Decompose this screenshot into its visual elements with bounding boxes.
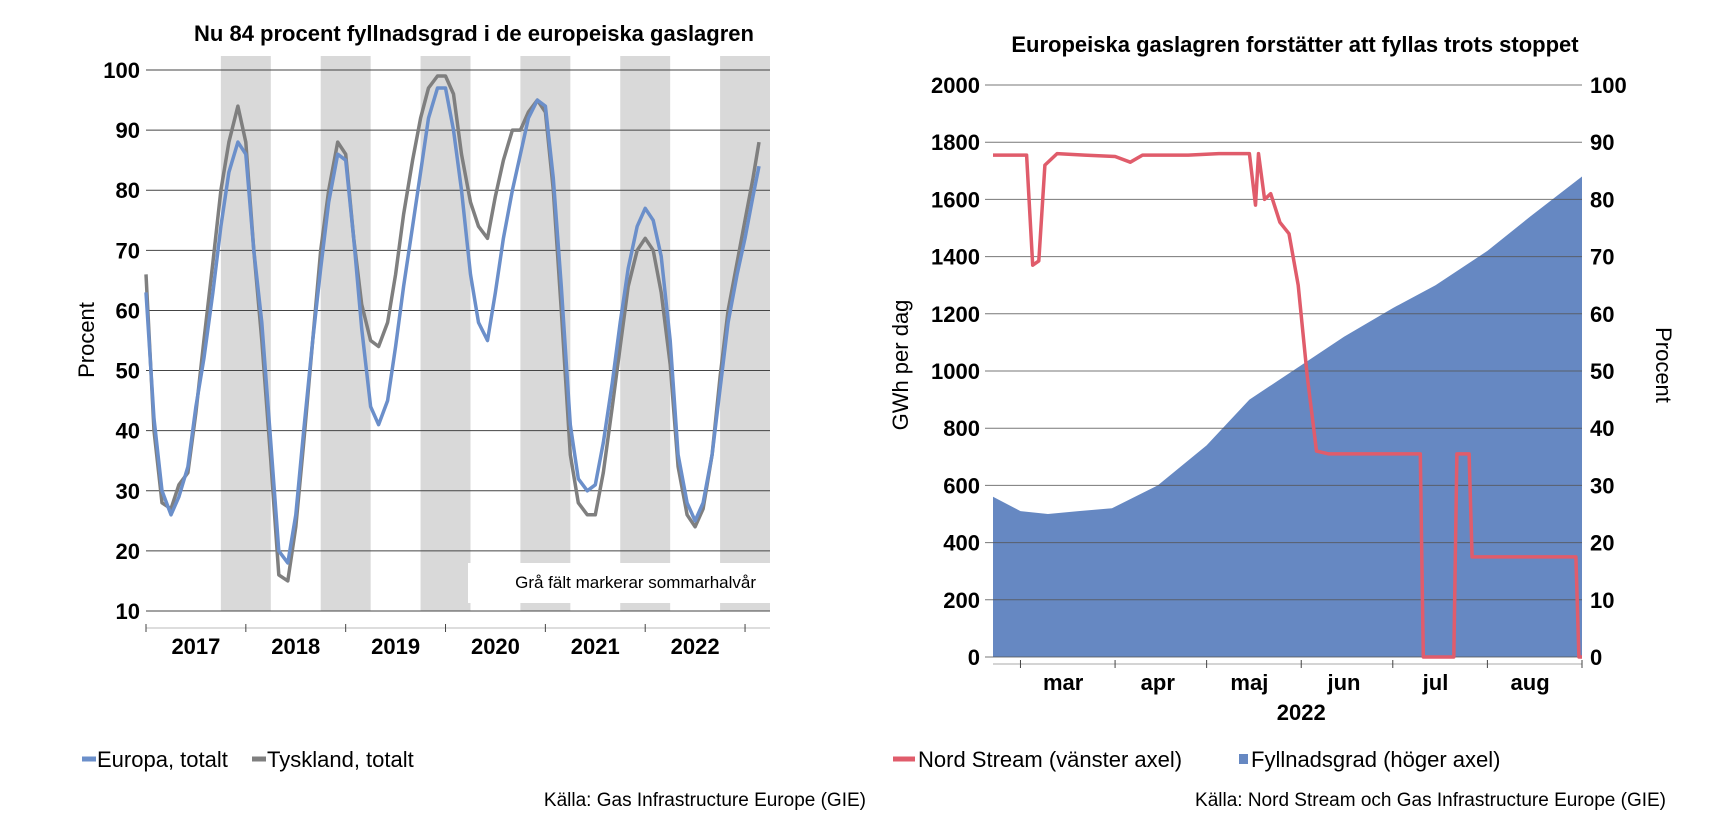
right-fill-area [993, 176, 1582, 657]
right-y-tick-label: 30 [1590, 473, 1614, 498]
right-right-axis-label: Procent [1651, 327, 1676, 403]
left-series-lines [144, 74, 761, 583]
y-tick-label: 30 [116, 479, 140, 504]
right-chart: Europeiska gaslagren forstätter att fyll… [888, 32, 1676, 811]
right-y-tick-label: 10 [1590, 588, 1614, 613]
x-tick-label: jun [1326, 670, 1360, 695]
right-left-axis-label: GWh per dag [888, 300, 913, 431]
left-note-background [468, 563, 770, 603]
right-legend: Nord Stream (vänster axel) Fyllnadsgrad (… [893, 747, 1500, 772]
series-line-europa [144, 86, 761, 565]
summer-shade [620, 56, 671, 611]
right-x-year-label: 2022 [1277, 700, 1326, 725]
right-y-tick-label: 60 [1590, 302, 1614, 327]
x-tick-label: apr [1141, 670, 1176, 695]
left-x-axis [145, 624, 770, 632]
right-x-tick-labels: mar apr maj jun jul aug [1043, 670, 1550, 695]
legend-swatch [1239, 754, 1248, 764]
legend-label: Nord Stream (vänster axel) [918, 747, 1182, 772]
right-y-tick-label: 90 [1590, 130, 1614, 155]
right-y-tick-label: 20 [1590, 531, 1614, 556]
y-tick-label: 60 [116, 298, 140, 323]
y-tick-label: 40 [116, 419, 140, 444]
right-left-y-tick-labels: 0 200 400 600 800 1000 1200 1400 1600 1800 2000 [931, 73, 980, 670]
left-chart-title: Nu 84 procent fyllnadsgrad i de europeis… [194, 21, 754, 46]
left-chart: Nu 84 procent fyllnadsgrad i de europeis… [74, 21, 866, 811]
x-tick-label: aug [1511, 670, 1550, 695]
y-tick-label: 20 [116, 539, 140, 564]
x-tick-label: 2022 [671, 634, 720, 659]
left-shade-note: Grå fält markerar sommarhalvår [515, 573, 756, 592]
left-y-tick-labels: 10 20 30 40 50 60 70 80 90 100 [103, 58, 140, 624]
left-y-tick-label: 1800 [931, 130, 980, 155]
left-source-note: Källa: Gas Infrastructure Europe (GIE) [544, 790, 866, 811]
left-y-tick-label: 1600 [931, 187, 980, 212]
right-y-tick-label: 100 [1590, 73, 1627, 98]
y-tick-label: 50 [116, 359, 140, 384]
left-y-tick-label: 800 [943, 416, 980, 441]
x-tick-label: 2018 [271, 634, 320, 659]
left-y-axis-label: Procent [74, 302, 99, 378]
x-tick-label: 2020 [471, 634, 520, 659]
right-y-tick-label: 40 [1590, 416, 1614, 441]
left-y-tick-label: 600 [943, 473, 980, 498]
fill-area-fyllnadsgrad [993, 176, 1582, 657]
x-tick-label: 2019 [371, 634, 420, 659]
left-y-tick-label: 400 [943, 531, 980, 556]
left-y-tick-label: 0 [968, 645, 980, 670]
right-x-axis [993, 660, 1583, 668]
y-tick-label: 80 [116, 178, 140, 203]
left-y-tick-label: 2000 [931, 73, 980, 98]
x-tick-label: mar [1043, 670, 1084, 695]
right-source-note: Källa: Nord Stream och Gas Infrastructur… [1195, 790, 1666, 811]
y-tick-label: 70 [116, 238, 140, 263]
x-tick-label: maj [1230, 670, 1268, 695]
right-y-tick-label: 70 [1590, 245, 1614, 270]
right-gridlines [985, 84, 1582, 658]
left-y-tick-label: 1400 [931, 245, 980, 270]
right-right-y-tick-labels: 0 10 20 30 40 50 60 70 80 90 100 [1590, 73, 1627, 670]
x-tick-label: 2021 [571, 634, 620, 659]
series-line-nord-stream [993, 151, 1582, 659]
x-tick-label: 2017 [171, 634, 220, 659]
right-chart-title: Europeiska gaslagren forstätter att fyll… [1011, 32, 1579, 57]
summer-shade [420, 56, 471, 611]
left-legend: Europa, totalt Tyskland, totalt [82, 747, 414, 772]
left-gridlines [146, 69, 770, 612]
x-tick-label: jul [1422, 670, 1449, 695]
left-x-tick-labels: 2017 2018 2019 2020 2021 2022 [171, 634, 719, 659]
legend-label: Tyskland, totalt [267, 747, 414, 772]
legend-label: Fyllnadsgrad (höger axel) [1251, 747, 1500, 772]
left-summer-shading [220, 56, 770, 611]
left-y-tick-label: 1000 [931, 359, 980, 384]
right-y-tick-label: 50 [1590, 359, 1614, 384]
y-tick-label: 10 [116, 599, 140, 624]
right-series-lines [993, 151, 1582, 659]
y-tick-label: 100 [103, 58, 140, 83]
left-y-tick-label: 200 [943, 588, 980, 613]
left-y-tick-label: 1200 [931, 302, 980, 327]
y-tick-label: 90 [116, 118, 140, 143]
legend-label: Europa, totalt [97, 747, 228, 772]
right-y-tick-label: 0 [1590, 645, 1602, 670]
right-y-tick-label: 80 [1590, 187, 1614, 212]
